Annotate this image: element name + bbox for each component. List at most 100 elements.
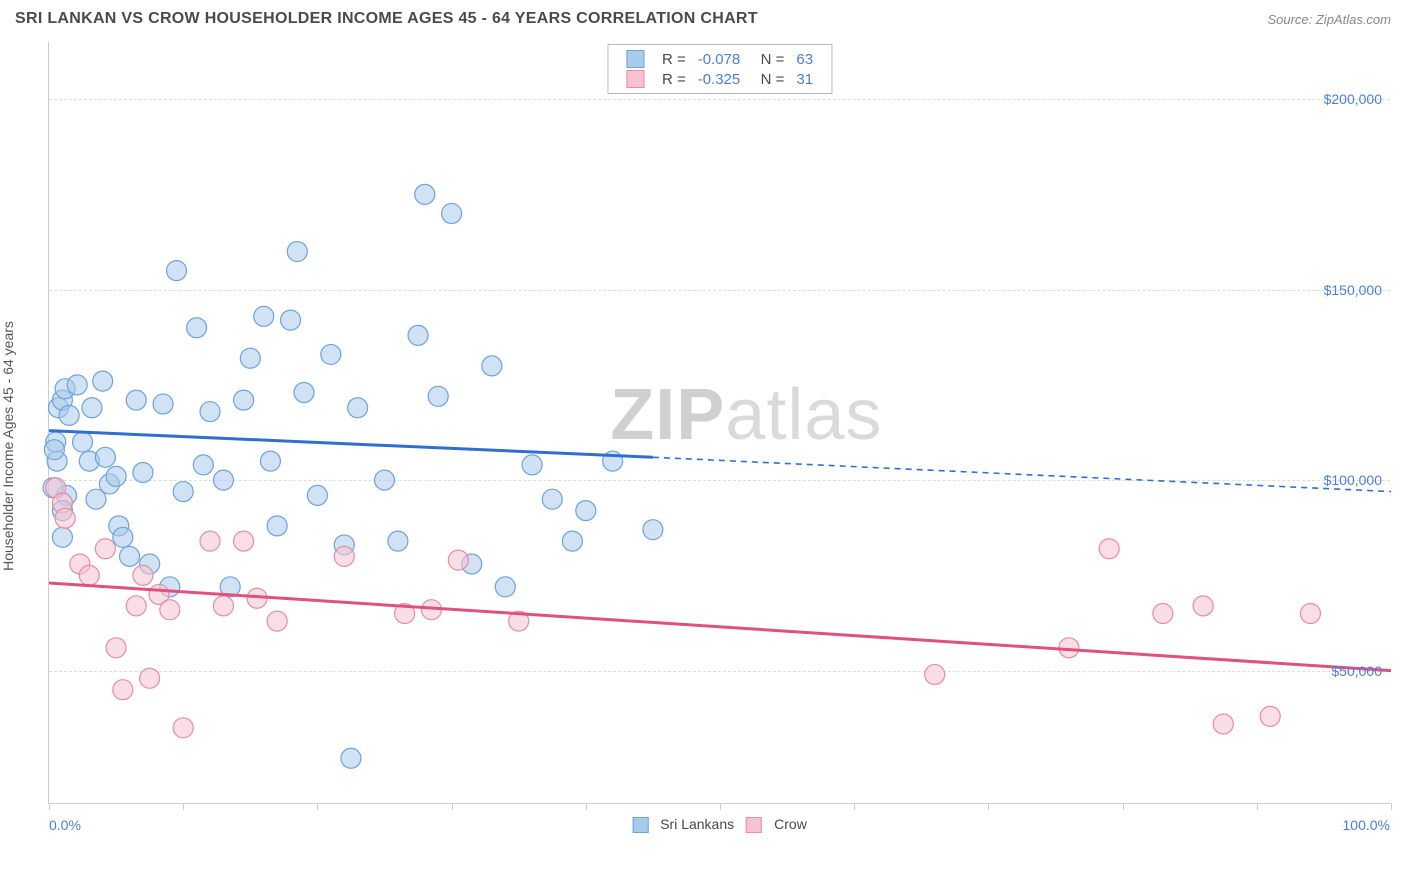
data-point	[200, 531, 220, 551]
data-point	[294, 383, 314, 403]
legend-r-label: R =	[656, 69, 692, 89]
data-point	[388, 531, 408, 551]
data-point	[234, 531, 254, 551]
data-point	[408, 325, 428, 345]
legend-r-value: -0.078	[692, 49, 747, 69]
legend-swatch	[632, 817, 648, 833]
data-point	[482, 356, 502, 376]
legend-swatch	[626, 50, 644, 68]
x-tick	[988, 803, 989, 810]
data-point	[254, 306, 274, 326]
data-point	[173, 482, 193, 502]
data-point	[67, 375, 87, 395]
data-point	[1300, 604, 1320, 624]
data-point	[1260, 706, 1280, 726]
data-point	[126, 596, 146, 616]
x-tick	[49, 803, 50, 810]
legend-row: R =-0.325 N =31	[620, 69, 819, 89]
data-point	[341, 748, 361, 768]
legend-r-label: R =	[656, 49, 692, 69]
regression-line	[49, 431, 653, 458]
data-point	[113, 527, 133, 547]
data-point	[375, 470, 395, 490]
series-legend: Sri LankansCrow	[626, 816, 813, 833]
data-point	[1153, 604, 1173, 624]
legend-row: R =-0.078 N =63	[620, 49, 819, 69]
scatter-svg	[49, 42, 1390, 803]
data-point	[643, 520, 663, 540]
data-point	[59, 405, 79, 425]
correlation-legend: R =-0.078 N =63R =-0.325 N =31	[607, 44, 832, 94]
data-point	[442, 203, 462, 223]
data-point	[415, 184, 435, 204]
data-point	[448, 550, 468, 570]
data-point	[334, 546, 354, 566]
y-axis-label: $100,000	[1324, 472, 1382, 488]
x-tick	[452, 803, 453, 810]
data-point	[522, 455, 542, 475]
x-axis-label: 100.0%	[1343, 817, 1390, 833]
legend-swatch	[746, 817, 762, 833]
y-axis-label: $50,000	[1331, 663, 1382, 679]
data-point	[133, 463, 153, 483]
data-point	[287, 242, 307, 262]
legend-series-label: Sri Lankans	[660, 816, 734, 832]
data-point	[281, 310, 301, 330]
legend-n-value: 31	[790, 69, 819, 89]
legend-swatch	[626, 70, 644, 88]
data-point	[925, 664, 945, 684]
data-point	[1213, 714, 1233, 734]
data-point	[79, 565, 99, 585]
x-tick	[854, 803, 855, 810]
data-point	[153, 394, 173, 414]
regression-line	[49, 583, 1391, 671]
data-point	[542, 489, 562, 509]
data-point	[267, 611, 287, 631]
data-point	[428, 386, 448, 406]
data-point	[321, 344, 341, 364]
chart-header: SRI LANKAN VS CROW HOUSEHOLDER INCOME AG…	[0, 0, 1406, 36]
data-point	[106, 638, 126, 658]
x-tick	[1257, 803, 1258, 810]
y-axis-title: Householder Income Ages 45 - 64 years	[0, 196, 16, 446]
data-point	[1193, 596, 1213, 616]
x-tick	[317, 803, 318, 810]
x-tick	[1123, 803, 1124, 810]
data-point	[44, 440, 64, 460]
data-point	[240, 348, 260, 368]
x-tick	[720, 803, 721, 810]
data-point	[213, 596, 233, 616]
data-point	[106, 466, 126, 486]
x-tick	[183, 803, 184, 810]
regression-line-dashed	[653, 457, 1391, 491]
data-point	[234, 390, 254, 410]
chart-title: SRI LANKAN VS CROW HOUSEHOLDER INCOME AG…	[15, 10, 758, 28]
chart-plot-area: ZIPatlas R =-0.078 N =63R =-0.325 N =31 …	[48, 42, 1390, 804]
data-point	[267, 516, 287, 536]
data-point	[576, 501, 596, 521]
legend-n-label: N =	[746, 49, 790, 69]
data-point	[95, 447, 115, 467]
data-point	[200, 402, 220, 422]
data-point	[120, 546, 140, 566]
data-point	[82, 398, 102, 418]
data-point	[160, 600, 180, 620]
data-point	[55, 508, 75, 528]
data-point	[95, 539, 115, 559]
data-point	[140, 668, 160, 688]
data-point	[562, 531, 582, 551]
chart-source: Source: ZipAtlas.com	[1267, 12, 1391, 27]
data-point	[187, 318, 207, 338]
x-tick	[1391, 803, 1392, 810]
legend-r-value: -0.325	[692, 69, 747, 89]
data-point	[126, 390, 146, 410]
legend-n-label: N =	[746, 69, 790, 89]
data-point	[133, 565, 153, 585]
data-point	[260, 451, 280, 471]
x-axis-label: 0.0%	[49, 817, 81, 833]
data-point	[166, 261, 186, 281]
data-point	[93, 371, 113, 391]
data-point	[495, 577, 515, 597]
data-point	[113, 680, 133, 700]
data-point	[307, 485, 327, 505]
